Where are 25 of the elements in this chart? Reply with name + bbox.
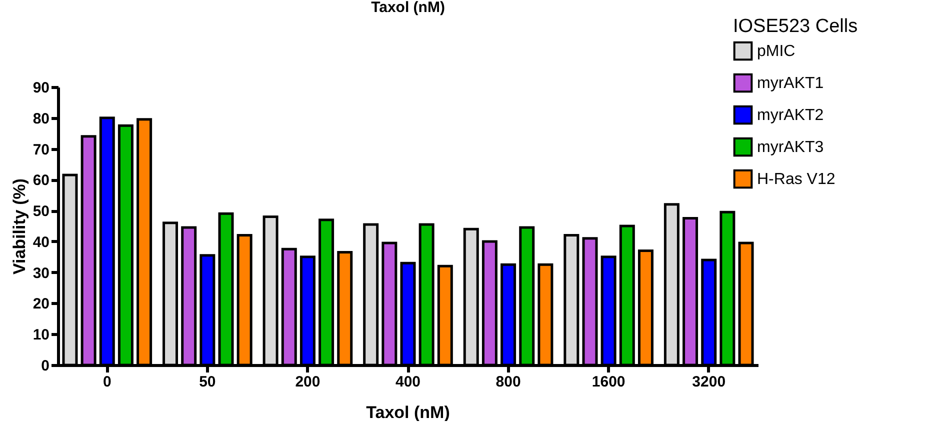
- y-tick-label: 50: [32, 203, 50, 220]
- legend-label: myrAKT3: [757, 139, 824, 156]
- y-tick-label: 70: [32, 141, 50, 158]
- x-tick-label: 3200: [692, 374, 726, 390]
- x-tick-label: 200: [295, 374, 320, 390]
- y-tick-label: 30: [32, 264, 50, 282]
- legend-label: myrAKT1: [757, 75, 824, 92]
- y-tick-label: 40: [32, 234, 50, 251]
- y-tick-label: 60: [32, 172, 50, 190]
- x-tick-label: 0: [102, 374, 112, 390]
- text: Taxol (nM): [371, 0, 445, 16]
- y-tick-label: 0: [41, 358, 50, 374]
- y-tick-label: 10: [32, 326, 50, 344]
- legend-label: myrAKT2: [757, 107, 824, 124]
- x-tick-label: 50: [199, 374, 216, 390]
- legend-title: IOSE523 Cells: [733, 16, 858, 37]
- y-tick-label: 90: [32, 80, 50, 96]
- legend-label: H-Ras V12: [757, 171, 836, 188]
- y-tick-label: 80: [32, 110, 50, 128]
- x-tick-label: 1600: [592, 374, 626, 390]
- y-axis-title: Viability (%): [10, 178, 29, 275]
- x-tick-label: 800: [496, 374, 521, 390]
- y-tick-label: 20: [32, 296, 50, 313]
- x-tick-label: 400: [395, 374, 421, 390]
- legend-label: pMIC: [757, 43, 796, 60]
